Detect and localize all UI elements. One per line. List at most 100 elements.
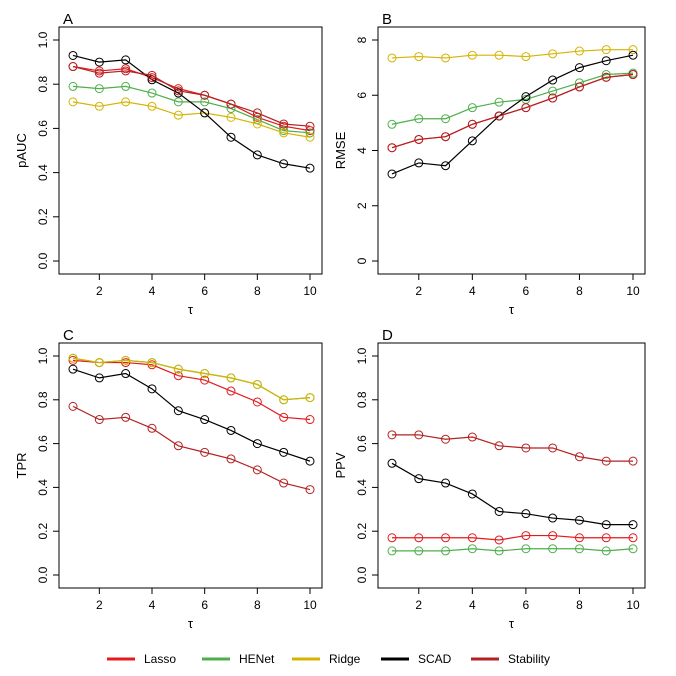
- data-point: [548, 49, 558, 59]
- data-point: [121, 412, 131, 422]
- y-tick-label: 1.0: [36, 31, 50, 48]
- data-point: [94, 66, 104, 76]
- data-point: [121, 81, 131, 91]
- panel-label: B: [382, 11, 392, 28]
- panel-c: C 2 4 6 8 10 0.0 0.2 0.4 0.6 0.8 1.0 τ TPR: [14, 327, 323, 631]
- data-point: [121, 358, 131, 368]
- data-point: [494, 546, 504, 556]
- data-point: [414, 546, 424, 556]
- data-point: [173, 441, 183, 451]
- data-point: [414, 52, 424, 62]
- y-tick-label: 0.8: [355, 391, 369, 408]
- data-point: [441, 132, 451, 142]
- data-point: [387, 169, 397, 179]
- data-point: [252, 379, 262, 389]
- series-lasso: [68, 62, 315, 136]
- x-tick-label: 8: [576, 598, 583, 612]
- y-tick-label: 0.0: [36, 252, 50, 269]
- data-point: [548, 531, 558, 541]
- legend-item-lasso: Lasso: [107, 652, 176, 666]
- legend-label: Stability: [508, 652, 550, 666]
- x-tick-label: 2: [96, 598, 103, 612]
- data-point: [441, 53, 451, 63]
- x-axis-title: τ: [188, 302, 194, 317]
- data-point: [147, 423, 157, 433]
- data-point: [574, 63, 584, 73]
- x-tick-label: 2: [415, 598, 422, 612]
- x-tick-label: 6: [201, 284, 208, 298]
- series-line: [391, 72, 634, 125]
- data-point: [467, 103, 477, 113]
- series-line: [391, 73, 634, 149]
- data-point: [387, 546, 397, 556]
- data-point: [252, 439, 262, 449]
- data-point: [121, 97, 131, 107]
- series-lasso: [387, 70, 638, 153]
- data-point: [414, 114, 424, 124]
- legend-label: Ridge: [329, 652, 361, 666]
- data-point: [387, 143, 397, 153]
- series-lasso: [68, 355, 315, 425]
- legend-item-stability: Stability: [471, 652, 550, 666]
- data-point: [521, 52, 531, 62]
- x-tick-label: 8: [254, 284, 261, 298]
- y-tick-label: 0.6: [36, 120, 50, 137]
- data-point: [305, 456, 315, 466]
- data-point: [574, 82, 584, 92]
- x-axis-title: τ: [509, 616, 515, 631]
- y-axis-title: pAUC: [14, 133, 29, 168]
- y-axis-title: RMSE: [333, 131, 348, 169]
- data-point: [226, 373, 236, 383]
- series-line: [391, 73, 634, 149]
- data-point: [173, 371, 183, 381]
- data-point: [548, 93, 558, 103]
- data-point: [305, 126, 315, 136]
- data-point: [601, 56, 611, 66]
- x-tick-label: 4: [149, 284, 156, 298]
- data-point: [441, 533, 451, 543]
- data-point: [305, 121, 315, 131]
- data-point: [548, 443, 558, 453]
- data-point: [574, 544, 584, 554]
- series-ridge: [68, 97, 315, 142]
- data-point: [279, 395, 289, 405]
- data-point: [121, 355, 131, 365]
- x-tick-label: 10: [303, 284, 317, 298]
- data-point: [441, 161, 451, 171]
- x-axis-title: τ: [509, 302, 515, 317]
- data-point: [601, 456, 611, 466]
- data-point: [147, 384, 157, 394]
- data-point: [521, 92, 531, 102]
- y-tick-label: 0.8: [36, 391, 50, 408]
- series-line: [72, 54, 311, 169]
- data-point: [521, 544, 531, 554]
- data-point: [252, 108, 262, 118]
- data-point: [68, 50, 78, 60]
- data-point: [147, 88, 157, 98]
- data-point: [226, 132, 236, 142]
- data-point: [601, 45, 611, 55]
- data-point: [467, 533, 477, 543]
- data-point: [305, 163, 315, 173]
- data-point: [414, 430, 424, 440]
- data-point: [200, 375, 210, 385]
- series-scad: [68, 364, 315, 466]
- data-point: [494, 50, 504, 60]
- y-tick-label: 0.6: [355, 435, 369, 452]
- legend-label: Lasso: [144, 652, 176, 666]
- x-tick-label: 10: [626, 284, 640, 298]
- legend-label: HENet: [239, 652, 275, 666]
- y-tick-label: 0.2: [36, 208, 50, 225]
- data-point: [94, 57, 104, 67]
- data-point: [467, 489, 477, 499]
- y-tick-label: 0: [355, 257, 369, 264]
- data-point: [548, 75, 558, 85]
- y-tick-label: 0.2: [355, 523, 369, 540]
- x-tick-label: 2: [96, 284, 103, 298]
- series-line: [391, 54, 634, 175]
- data-point: [387, 53, 397, 63]
- y-axis-title: TPR: [14, 453, 29, 479]
- data-point: [548, 544, 558, 554]
- series-scad: [387, 50, 638, 179]
- data-point: [147, 101, 157, 111]
